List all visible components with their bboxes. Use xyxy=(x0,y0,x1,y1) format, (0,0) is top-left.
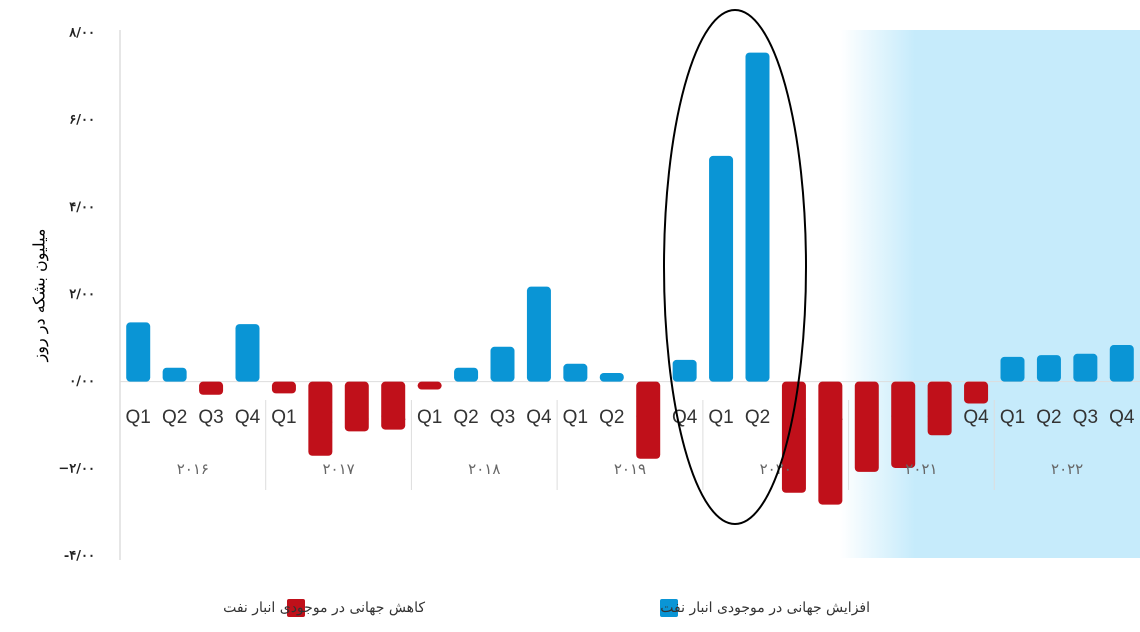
x-tick-label: Q2 xyxy=(453,407,478,428)
x-tick-label: Q3 xyxy=(1073,407,1098,428)
group-label: ۲۰۱۷ xyxy=(322,460,354,478)
x-tick-label: Q1 xyxy=(708,407,733,428)
legend-swatch xyxy=(287,599,305,617)
bar xyxy=(636,381,661,459)
bar xyxy=(526,286,551,382)
legend-swatch xyxy=(660,599,678,617)
bar xyxy=(199,381,224,395)
bar xyxy=(891,381,916,468)
y-axis-label: میلیون بشکه در روز xyxy=(30,229,49,363)
bar xyxy=(818,381,843,505)
bar xyxy=(672,359,697,382)
bar xyxy=(271,381,296,394)
bar xyxy=(1000,356,1025,382)
bar xyxy=(490,346,515,382)
bar xyxy=(563,363,588,382)
bar xyxy=(599,372,624,382)
bar xyxy=(308,381,333,456)
x-tick-label: Q1 xyxy=(1000,407,1025,428)
highlight-ellipse xyxy=(663,9,807,525)
group-label: ۲۰۲۰ xyxy=(760,460,792,478)
bar xyxy=(745,52,770,382)
y-tick-label: ۲/۰۰ xyxy=(69,287,95,302)
y-tick-label: ۰/۰۰ xyxy=(69,374,95,389)
bar xyxy=(1036,355,1061,382)
x-tick-label: Q4 xyxy=(963,407,989,428)
y-tick-label: ۶/۰۰ xyxy=(69,113,95,128)
x-tick-label: Q3 xyxy=(198,407,223,428)
x-tick-label: Q1 xyxy=(563,407,588,428)
x-tick-label: Q4 xyxy=(1109,407,1135,428)
x-tick-label: Q2 xyxy=(599,407,624,428)
y-tick-label: ۸/۰۰ xyxy=(68,26,95,41)
forecast-highlight xyxy=(840,30,1140,558)
bar xyxy=(454,367,479,382)
x-tick-label: Q2 xyxy=(162,407,187,428)
x-tick-label: Q4 xyxy=(235,407,261,428)
bar xyxy=(126,322,151,382)
y-tick-label: −۲/۰۰ xyxy=(58,461,95,476)
x-tick-label: Q1 xyxy=(126,407,151,428)
y-tick-label: -۴/۰۰ xyxy=(64,549,95,564)
bar xyxy=(1109,345,1134,382)
bar xyxy=(381,381,406,430)
group-label: ۲۰۱۹ xyxy=(614,460,646,478)
x-tick-label: Q3 xyxy=(490,407,515,428)
group-label: ۲۰۲۲ xyxy=(1051,460,1083,478)
bar xyxy=(344,381,369,432)
bar xyxy=(1073,353,1098,382)
x-tick-label: Q2 xyxy=(1036,407,1061,428)
bar xyxy=(417,381,442,390)
legend-label: کاهش جهانی در موجودی انبار نفت xyxy=(223,600,425,616)
x-tick-label: Q4 xyxy=(526,407,552,428)
y-tick-label: ۴/۰۰ xyxy=(69,200,95,215)
x-tick-label: Q1 xyxy=(271,407,296,428)
group-label: ۲۰۲۱ xyxy=(905,460,937,478)
bar xyxy=(854,381,879,472)
group-label: ۲۰۱۸ xyxy=(468,460,500,478)
bar xyxy=(781,381,806,493)
bar xyxy=(235,324,260,382)
x-tick-label: Q2 xyxy=(745,407,770,428)
bar xyxy=(927,381,952,436)
x-tick-label: Q1 xyxy=(417,407,442,428)
bar xyxy=(709,155,734,382)
bar xyxy=(162,367,187,382)
group-label: ۲۰۱۶ xyxy=(177,460,209,478)
bar xyxy=(964,381,989,404)
legend-label: افزایش جهانی در موجودی انبار نفت xyxy=(660,600,870,616)
